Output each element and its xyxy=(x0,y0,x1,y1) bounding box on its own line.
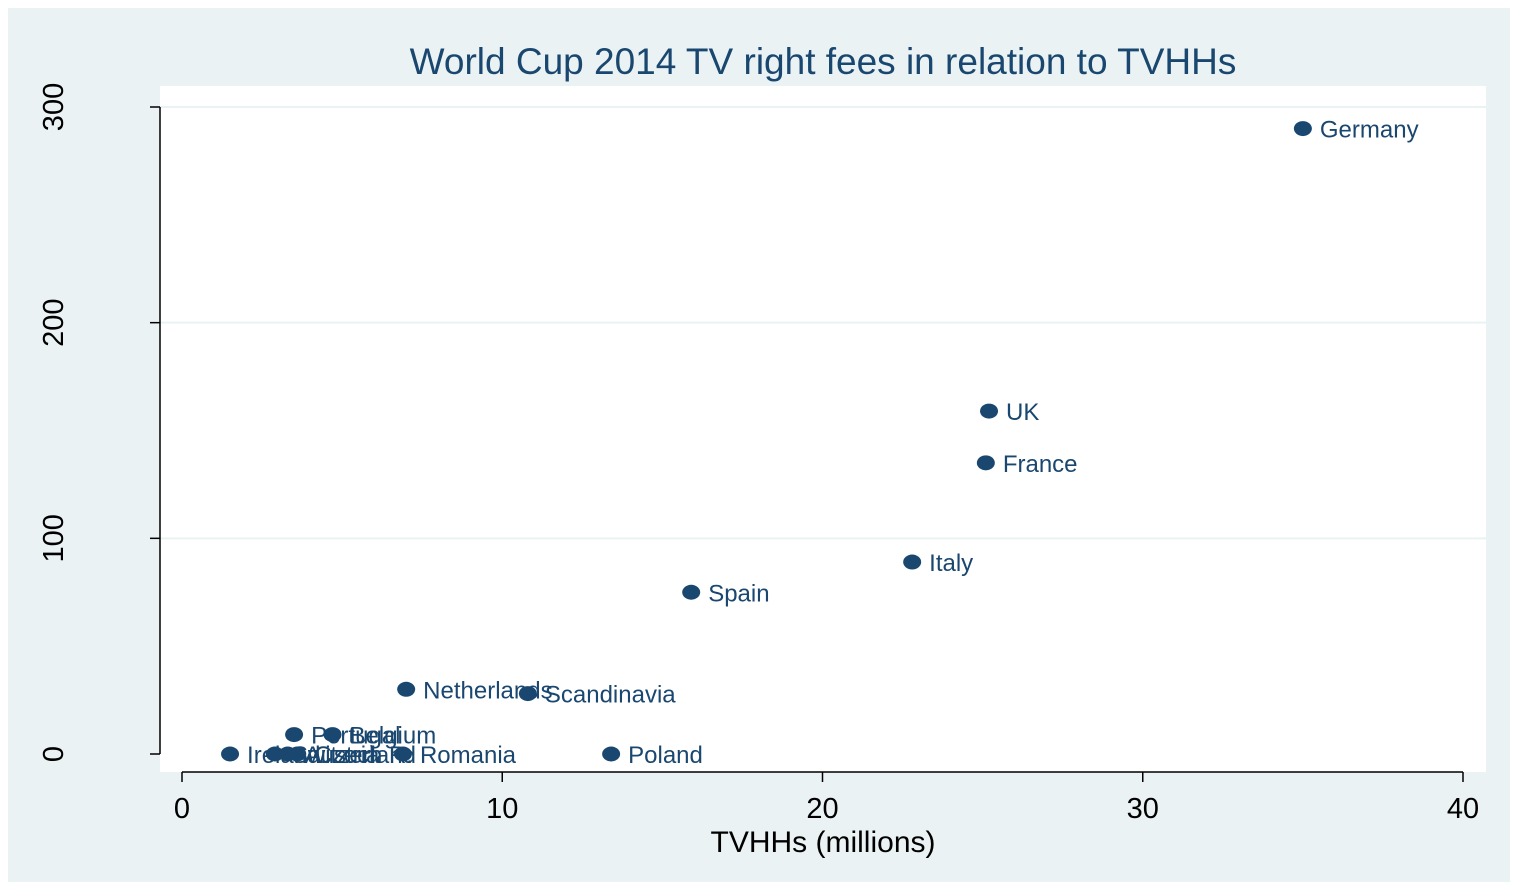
data-point xyxy=(903,554,922,570)
data-point xyxy=(518,686,537,702)
plot-area xyxy=(160,86,1486,772)
data-point xyxy=(602,746,621,762)
chart-title: World Cup 2014 TV right fees in relation… xyxy=(410,41,1237,82)
data-point-label: Belgium xyxy=(350,723,437,750)
data-point xyxy=(265,746,284,762)
data-point xyxy=(976,455,995,471)
data-point-label: Scandinavia xyxy=(545,682,676,709)
data-point-label: Poland xyxy=(628,742,703,769)
data-point-label: Austria xyxy=(305,742,380,769)
data-point xyxy=(980,403,999,419)
data-point xyxy=(323,727,342,743)
data-point-label: Italy xyxy=(929,550,973,577)
y-tick-label: 0 xyxy=(38,746,70,762)
x-axis-label: TVHHs (millions) xyxy=(711,826,936,859)
data-point xyxy=(393,746,412,762)
data-point-label: UK xyxy=(1006,399,1039,426)
y-tick-label: 200 xyxy=(38,298,70,346)
data-point xyxy=(1293,121,1312,137)
data-point xyxy=(288,746,307,762)
y-tick-label: 300 xyxy=(38,83,70,131)
data-points: GermanyUKFranceItalySpainNetherlandsScan… xyxy=(221,117,1419,769)
data-point xyxy=(285,727,304,743)
data-point-label: France xyxy=(1003,451,1078,478)
x-tick-label: 0 xyxy=(174,793,190,825)
data-point-label: Romania xyxy=(420,742,517,769)
data-point xyxy=(221,746,240,762)
x-tick-label: 30 xyxy=(1127,793,1159,825)
axes: 0 100 200 300 0 10 20 30 40 xyxy=(38,83,1479,825)
x-tick-label: 10 xyxy=(486,793,518,825)
grid-lines xyxy=(160,106,1486,540)
data-point xyxy=(682,584,701,600)
x-tick-label: 20 xyxy=(806,793,838,825)
x-tick-label: 40 xyxy=(1447,793,1479,825)
y-tick-label: 100 xyxy=(38,514,70,562)
data-point-label: Spain xyxy=(708,580,769,607)
data-point-label: Germany xyxy=(1320,117,1419,144)
data-point xyxy=(397,681,416,697)
